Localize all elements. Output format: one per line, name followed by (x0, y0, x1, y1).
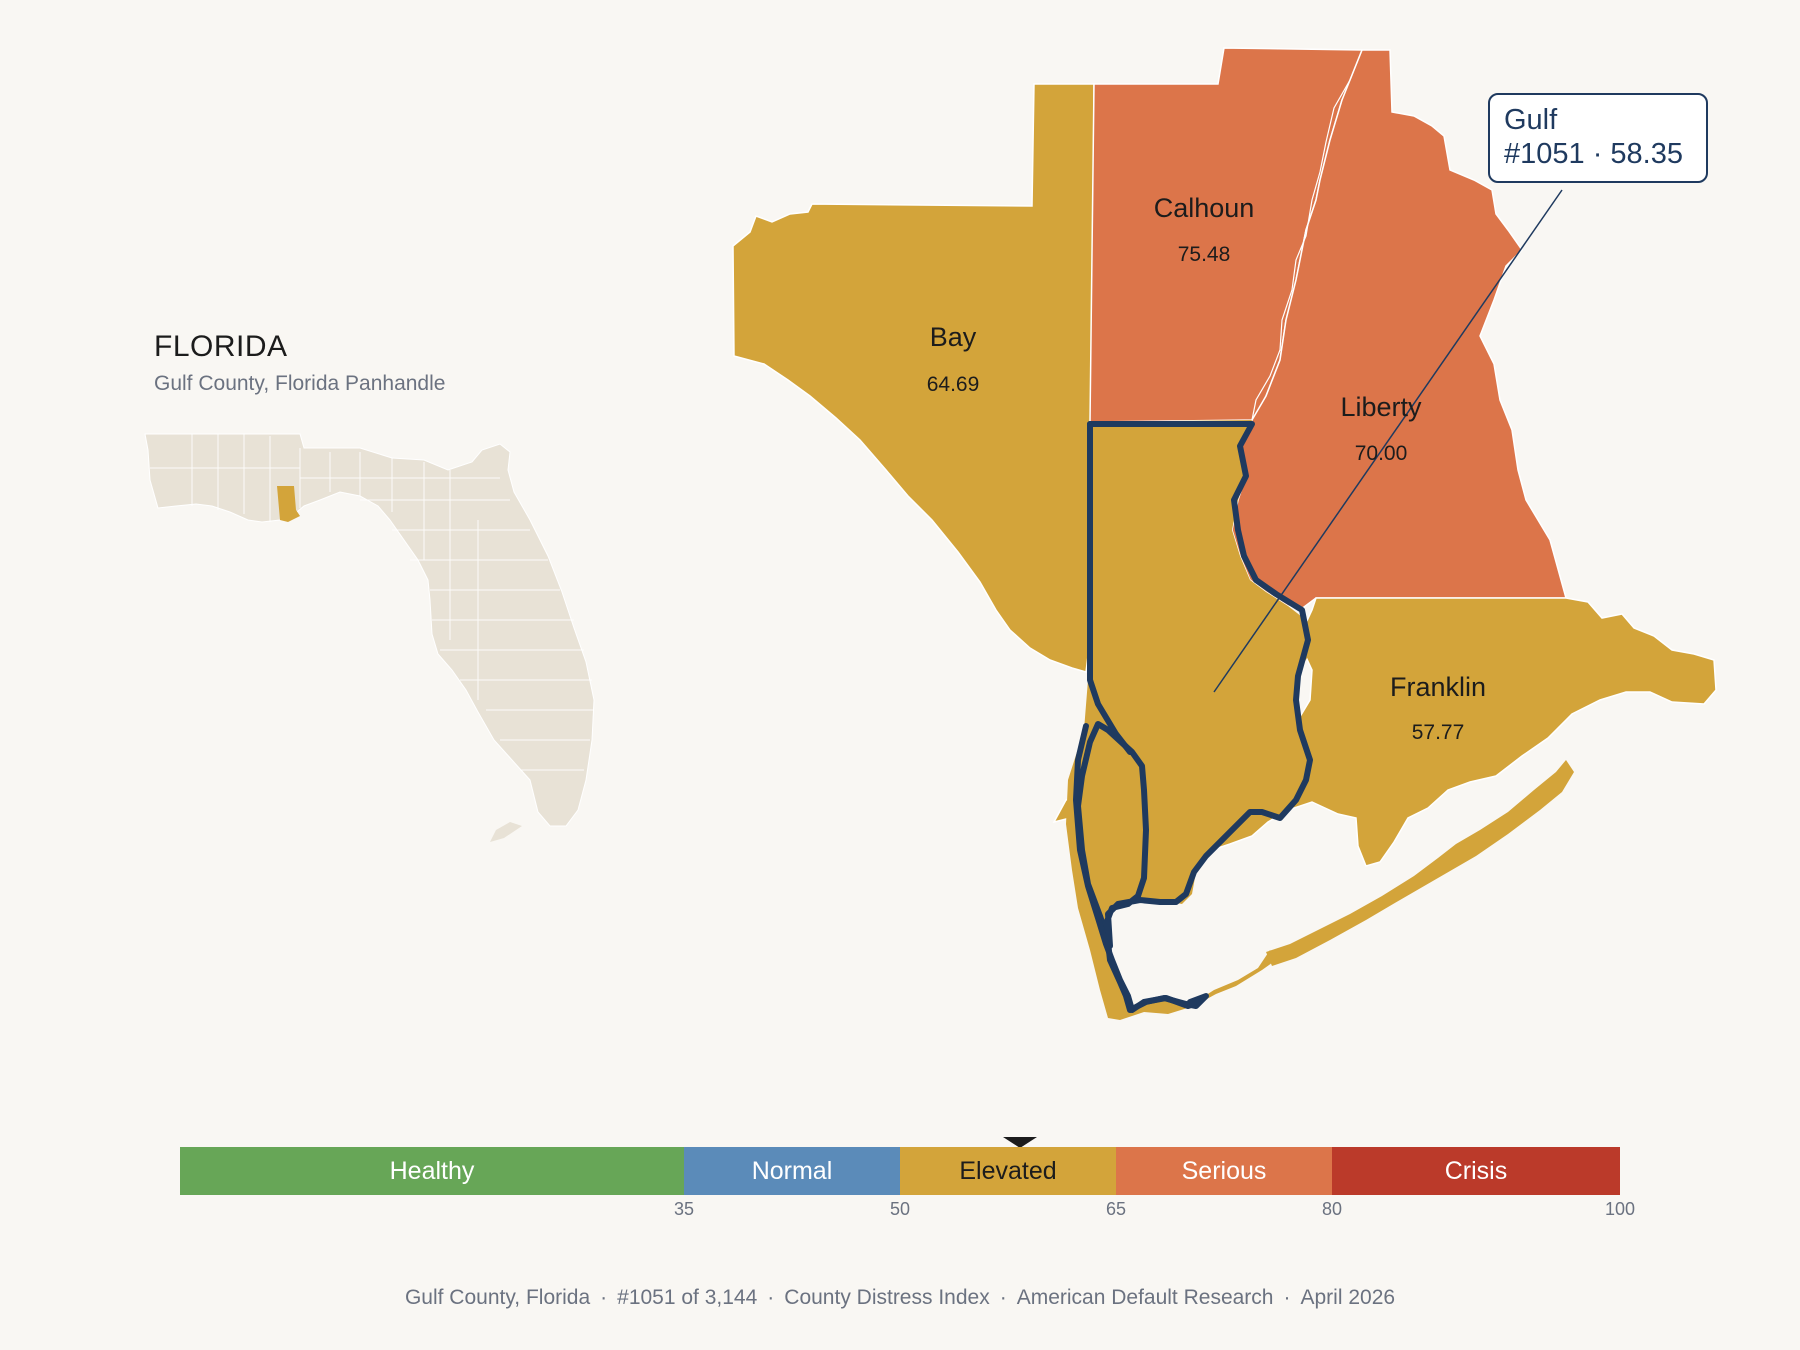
footer-separator: · (600, 1286, 608, 1309)
scale-tick: 50 (889, 1199, 911, 1219)
footer-separator: · (767, 1286, 775, 1309)
county-label-franklin: Franklin (1390, 672, 1486, 702)
county-label-bay: Bay (930, 322, 977, 352)
gulf-coast-outline (1087, 421, 1133, 755)
state-title: FLORIDA (154, 330, 288, 363)
scale-segment-serious: Serious (1116, 1147, 1332, 1195)
footer-index: County Distress Index (784, 1286, 990, 1309)
county-score-calhoun: 75.48 (1178, 243, 1231, 266)
footer-date: April 2026 (1300, 1286, 1396, 1309)
score-marker (1003, 1137, 1038, 1148)
scale-tick: 35 (673, 1199, 695, 1219)
callout-detail: #1051 · 58.35 (1504, 138, 1683, 170)
scale-segment-elevated: Elevated (900, 1147, 1116, 1195)
florida-state-shape (144, 433, 595, 842)
county-label-calhoun: Calhoun (1154, 193, 1255, 223)
county-score-liberty: 70.00 (1355, 442, 1408, 465)
scale-tick: 80 (1321, 1199, 1343, 1219)
scale-tick: 65 (1105, 1199, 1127, 1219)
county-bay-shape[interactable] (732, 83, 1095, 673)
footer-rank: #1051 of 3,144 (617, 1286, 758, 1309)
scale-segment-normal: Normal (684, 1147, 900, 1195)
callout-leader-line (1213, 189, 1563, 693)
highlight-callout: Gulf #1051 · 58.35 (1488, 93, 1708, 183)
footer-separator: · (1283, 1286, 1291, 1309)
county-gulf-shape[interactable] (1066, 420, 1312, 1020)
distress-scale: Healthy Normal Elevated Serious Crisis (180, 1147, 1620, 1195)
footer-separator: · (999, 1286, 1007, 1309)
footer: Gulf County, Florida · #1051 of 3,144 · Coun… (0, 1286, 1800, 1310)
barrier-island-shape (1266, 760, 1574, 966)
river-line (1251, 49, 1363, 421)
scale-segment-crisis: Crisis (1332, 1147, 1620, 1195)
gulf-spit-outline (1073, 723, 1197, 1013)
footer-source: American Default Research (1016, 1286, 1274, 1309)
county-score-bay: 64.69 (927, 373, 980, 396)
county-label-liberty: Liberty (1340, 392, 1422, 422)
gulf-county-inset (277, 486, 300, 522)
scale-segment-healthy: Healthy (180, 1147, 684, 1195)
scale-tick: 100 (1604, 1199, 1636, 1219)
callout-county: Gulf (1504, 104, 1558, 136)
state-subtitle: Gulf County, Florida Panhandle (154, 372, 446, 395)
county-score-franklin: 57.77 (1412, 721, 1465, 744)
footer-county: Gulf County, Florida (404, 1286, 591, 1309)
